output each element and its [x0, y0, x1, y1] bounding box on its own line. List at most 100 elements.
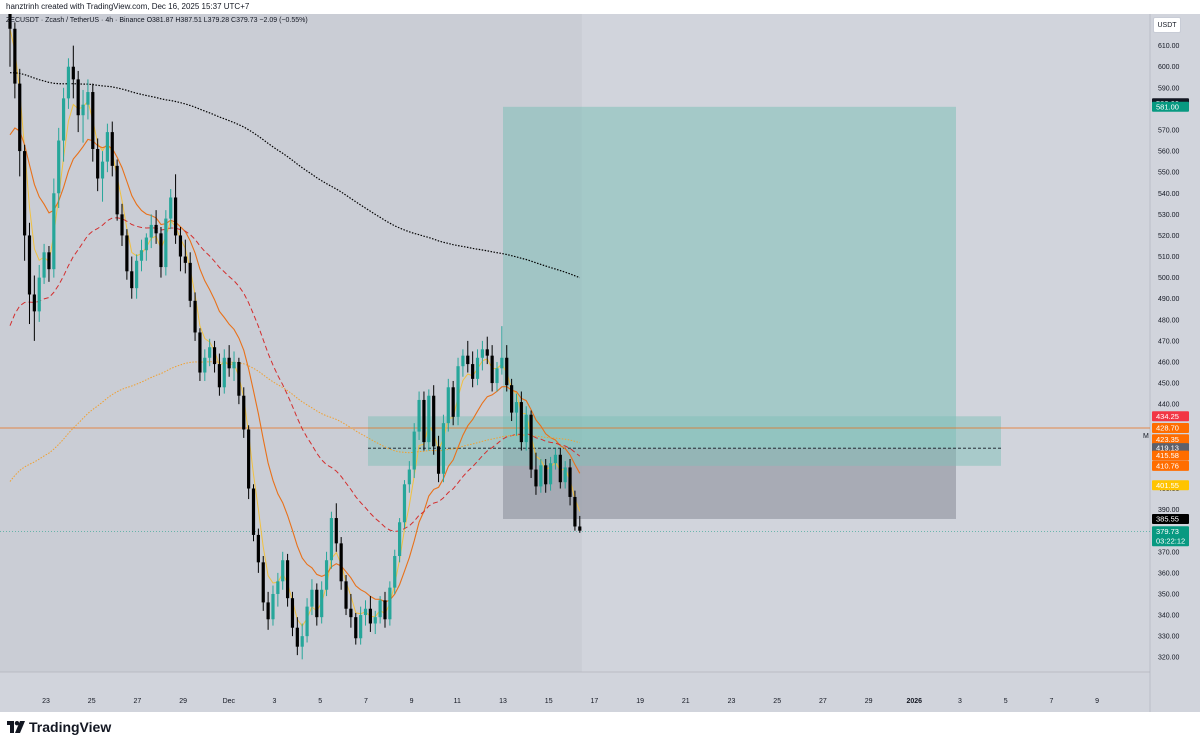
candle-body	[383, 600, 387, 620]
price-tag-label: 434.25	[1156, 412, 1179, 421]
candle-body	[27, 235, 32, 295]
candle-body	[329, 518, 334, 561]
candle-body	[154, 224, 158, 234]
candle-body	[558, 454, 562, 483]
moving-average-layer	[9, 28, 581, 627]
header-text-line: hanztrinh created with TradingView.com, …	[6, 2, 249, 11]
price-tick-label: 460.00	[1158, 359, 1180, 366]
price-tick-label: 500.00	[1158, 275, 1180, 282]
time-tick-label: 21	[682, 698, 690, 705]
candle-body	[222, 357, 226, 388]
time-tick-label: 19	[636, 698, 644, 705]
candle-body	[271, 593, 275, 620]
candle-body	[261, 562, 265, 603]
price-tag	[1152, 460, 1189, 471]
time-tick-label: 3	[958, 698, 962, 705]
candle-body	[295, 627, 299, 647]
candle-body	[553, 454, 558, 464]
time-tick-label: 23	[728, 698, 736, 705]
candle-body	[232, 361, 236, 369]
candle-body	[402, 484, 407, 523]
candle-body	[237, 361, 241, 396]
candle-body	[42, 252, 46, 278]
candle-body	[300, 636, 304, 647]
time-tick-label: 3	[273, 698, 277, 705]
candle-body	[164, 218, 168, 268]
candle-body	[388, 587, 392, 620]
candle-body	[57, 140, 61, 194]
candle-body	[188, 262, 192, 301]
tradingview-logo[interactable]: TradingView	[7, 718, 111, 736]
time-tick-label: 27	[819, 698, 827, 705]
candle-body	[544, 465, 548, 485]
time-tick-label: 15	[545, 698, 553, 705]
candle-body	[456, 366, 460, 417]
supply-demand-zone	[368, 416, 1001, 466]
candle-body	[524, 414, 528, 443]
candle-body	[8, 14, 12, 29]
time-tick-label: 23	[42, 698, 50, 705]
time-tick-label: 9	[410, 698, 414, 705]
time-tick-label: 25	[773, 698, 781, 705]
price-tick-label: 370.00	[1158, 549, 1180, 556]
candle-body	[320, 589, 324, 618]
candle-body	[81, 104, 85, 116]
price-tag	[1152, 513, 1189, 524]
candle-body	[534, 469, 538, 487]
symbol-legend[interactable]: ZECUSDT · Zcash / TetherUS · 4h · Binanc…	[6, 17, 308, 24]
candle-body	[539, 465, 543, 487]
price-tag	[1152, 101, 1189, 112]
price-tag-label: 419.13	[1156, 444, 1179, 453]
time-axis[interactable]: 23 25 27 29 Dec 3 5 7 9 11 13 15 17 19 21 23 25 27 29 2026 3…	[42, 698, 1099, 705]
price-tag-label: 401.55	[1156, 481, 1179, 490]
candle-body	[247, 429, 251, 489]
ema-slow-dashed-line	[9, 217, 581, 532]
candle-body	[490, 355, 494, 384]
price-tag-label: 581.00	[1156, 102, 1179, 111]
candle-body	[266, 602, 270, 620]
candle-body	[432, 395, 436, 447]
time-tick-label: 5	[318, 698, 322, 705]
price-chart[interactable]: 320.00330.00340.00350.00360.00370.00380.…	[0, 0, 1200, 712]
candle-body	[251, 488, 256, 535]
price-tick-label: 440.00	[1158, 402, 1180, 409]
price-tags-layer: 582.66581.00434.25428.70423.35419.13415.…	[1152, 98, 1189, 547]
candle-body	[373, 617, 377, 624]
time-tick-label: 27	[134, 698, 142, 705]
time-tick-label: 2026	[907, 698, 923, 705]
zones-layer	[0, 106, 1150, 532]
candle-body	[578, 526, 582, 531]
candle-body	[130, 271, 134, 289]
price-tick-label: 330.00	[1158, 634, 1180, 641]
price-tag	[1152, 450, 1189, 461]
price-tag-label: 385.55	[1156, 514, 1179, 523]
candle-body	[436, 446, 441, 474]
candle-body	[285, 560, 290, 599]
candle-body	[339, 543, 343, 582]
candle-body	[61, 98, 66, 141]
candle-body	[500, 357, 504, 369]
candle-body	[359, 615, 363, 639]
price-tick-label: 470.00	[1158, 338, 1180, 345]
candle-body	[23, 151, 27, 236]
tradingview-logo-icon	[7, 721, 25, 733]
price-tick-label: 390.00	[1158, 507, 1180, 514]
candle-body	[212, 347, 217, 365]
candle-body	[120, 214, 124, 236]
candle-body	[91, 92, 95, 149]
time-tick-label: 25	[88, 698, 96, 705]
candle-body	[451, 387, 455, 417]
currency-button[interactable]: USDT	[1153, 17, 1181, 33]
candle-body	[47, 252, 51, 270]
price-tick-label: 540.00	[1158, 191, 1180, 198]
price-tag	[1152, 411, 1189, 422]
candle-body	[441, 423, 446, 474]
candle-body	[378, 600, 382, 618]
candle-body	[100, 161, 105, 179]
candle-body	[193, 300, 197, 333]
candle-body	[519, 402, 523, 443]
candle-body	[466, 355, 470, 365]
price-tick-label: 520.00	[1158, 233, 1180, 240]
history-shade	[0, 14, 582, 672]
candle-body	[427, 395, 431, 443]
